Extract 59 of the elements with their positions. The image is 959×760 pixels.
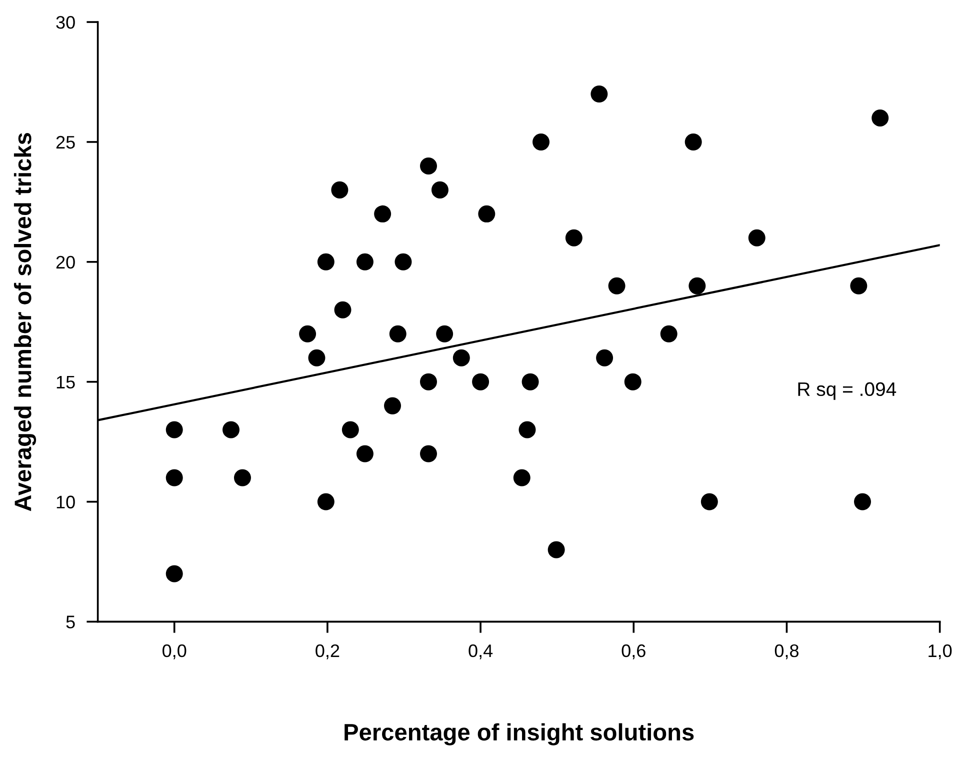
point (565, 229, 582, 246)
x-tick-label: 0,2 (316, 644, 340, 660)
x-tick-label: 0,8 (774, 644, 798, 660)
x-tick-label: 0,0 (162, 644, 186, 660)
point (522, 373, 539, 390)
point (166, 421, 183, 438)
y-tick-label: 25 (56, 136, 75, 149)
point (356, 445, 374, 462)
x-axis-title: Percentage of insight solutions (344, 723, 694, 746)
point (478, 205, 496, 222)
point (431, 181, 448, 198)
x-tick-label: 0,6 (622, 644, 646, 660)
point (513, 469, 530, 486)
x-tick-label: 1,0 (928, 644, 952, 660)
point (472, 373, 490, 390)
point (420, 157, 437, 174)
y-tick-label: 10 (56, 496, 75, 508)
point (166, 565, 183, 582)
point (748, 229, 766, 246)
point (384, 397, 402, 414)
point (548, 541, 565, 558)
y-tick-label: 30 (56, 16, 75, 29)
point (518, 421, 536, 438)
point (854, 493, 872, 510)
point (394, 253, 412, 270)
point (596, 349, 614, 366)
point (389, 325, 406, 342)
point (334, 301, 352, 318)
point (684, 133, 702, 150)
point (308, 349, 326, 366)
point (850, 277, 868, 294)
y-tick-label: 5 (66, 616, 75, 628)
point (872, 109, 889, 126)
y-tick-label: 20 (56, 256, 75, 269)
point (590, 85, 608, 102)
point (624, 373, 642, 390)
point (608, 277, 626, 294)
point (436, 325, 454, 342)
point (342, 421, 359, 438)
y-tick-label: 15 (56, 376, 75, 389)
point (420, 373, 437, 390)
point (331, 181, 348, 198)
point (532, 133, 550, 150)
point (317, 493, 334, 510)
point (317, 253, 334, 270)
point (234, 469, 251, 486)
point (452, 349, 470, 366)
point (660, 325, 678, 342)
point (166, 469, 183, 486)
point (299, 325, 316, 342)
point (356, 253, 374, 270)
y-axis-title: Averaged number of solved tricks (14, 132, 36, 512)
x-tick-label: 0,4 (468, 644, 493, 660)
point (700, 493, 718, 510)
point (374, 205, 392, 222)
point (222, 421, 240, 438)
point (420, 445, 437, 462)
annotation: R sq = .094 (798, 382, 896, 400)
point (688, 277, 706, 294)
